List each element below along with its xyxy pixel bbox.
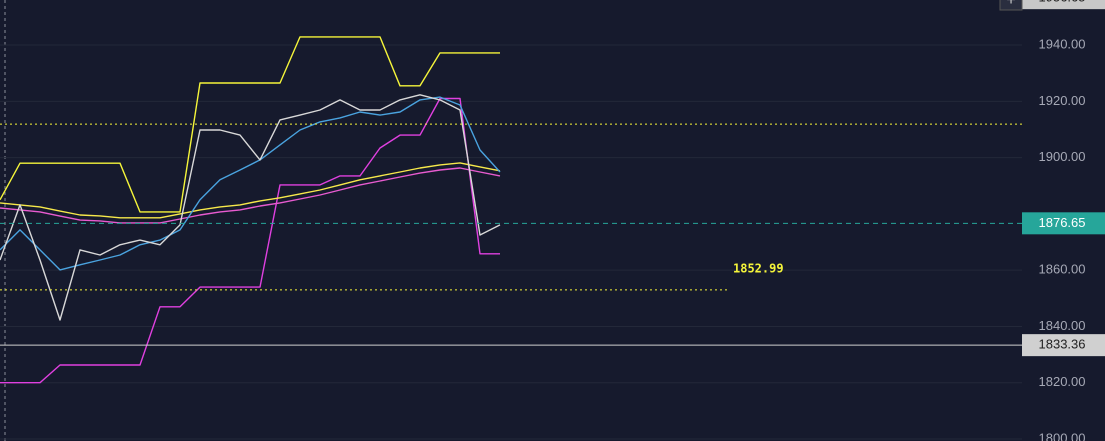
y-tick-label: 1820.00 [1039, 374, 1086, 389]
y-tick-label: 1800.00 [1039, 430, 1086, 441]
series-line [0, 94, 501, 321]
series-line [0, 162, 501, 219]
price-tag-label: 1833.36 [1039, 337, 1086, 352]
y-tick-label: 1900.00 [1039, 149, 1086, 164]
add-button[interactable] [999, 0, 1023, 11]
series-line [0, 167, 501, 224]
series-line [0, 36, 500, 213]
y-tick-label: 1920.00 [1039, 93, 1086, 108]
price-tag [1022, 212, 1105, 235]
grid [0, 44, 1022, 440]
y-tick-label: 1840.00 [1039, 318, 1086, 333]
plot-area: 1852.99 [0, 36, 1022, 384]
y-tick-label: 1860.00 [1039, 262, 1086, 277]
axis-labels: 1800.00 1820.00 1840.00 1860.00 1900.00 1920.… [1022, 0, 1105, 441]
price-tag [1022, 334, 1105, 357]
level-label: 1852.99 [733, 261, 784, 275]
price-tag [1022, 0, 1105, 10]
series-line [0, 96, 501, 271]
price-tag-label: 1956.65 [1039, 0, 1086, 5]
price-tag-label: 1876.65 [1039, 215, 1086, 230]
y-tick-label: 1940.00 [1039, 36, 1086, 51]
series-line [0, 97, 500, 384]
add-icon[interactable]: + [1006, 0, 1015, 9]
